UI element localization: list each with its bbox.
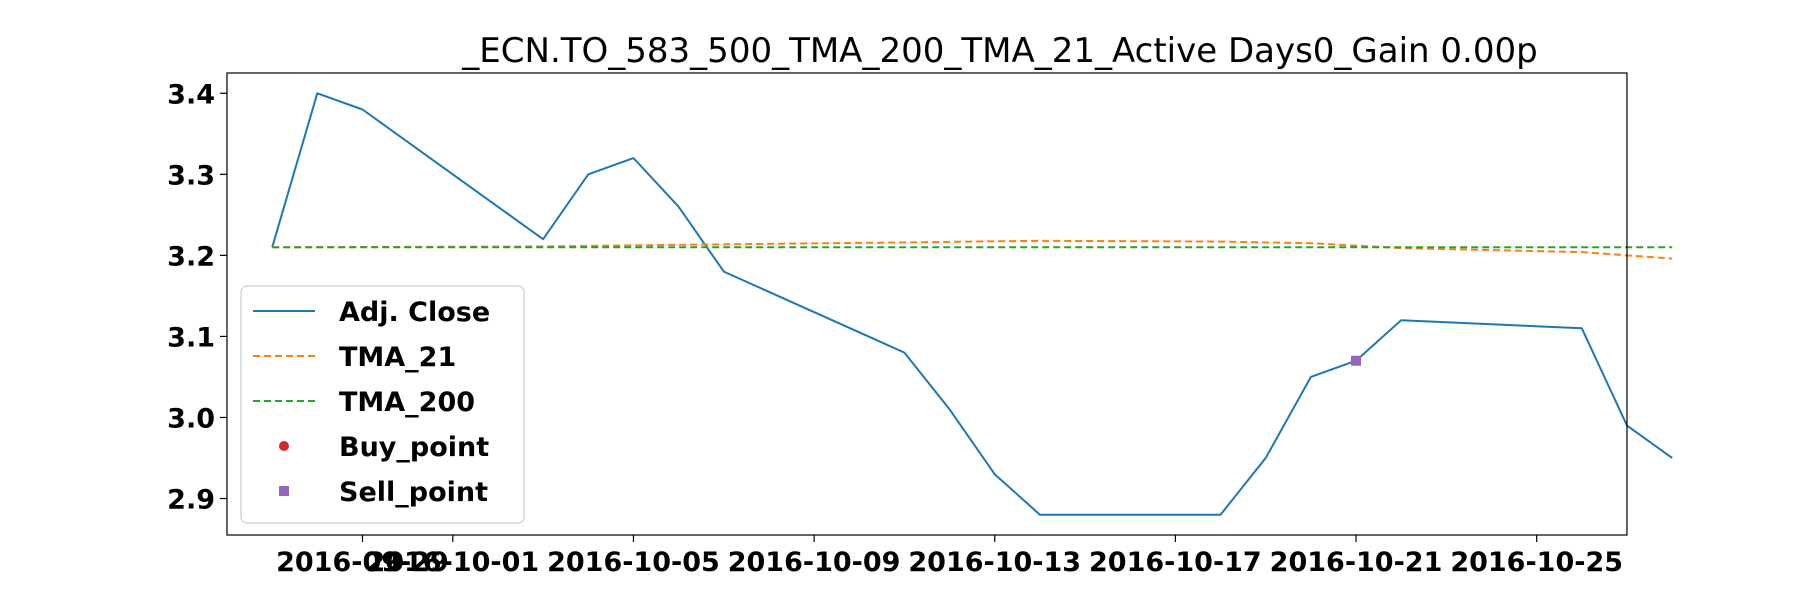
legend-label-4: Sell_point [339, 477, 488, 508]
series-line-0 [271, 92, 1673, 516]
x-tick-label-1: 2016-10-01 [366, 547, 539, 578]
legend-label-3: Buy_point [339, 432, 489, 463]
x-tick-label-2: 2016-10-05 [547, 547, 720, 578]
y-tick-label-4: 3.3 [167, 160, 215, 191]
y-axis: 2.9 3.0 3.1 3.2 3.3 3.4 [167, 79, 227, 516]
y-tick-label-0: 2.9 [167, 485, 215, 516]
legend: Adj. Close TMA_21 TMA_200 Buy_point Sell_poi… [240, 285, 525, 524]
legend-label-0: Adj. Close [339, 297, 490, 328]
x-tick-label-4: 2016-10-13 [908, 547, 1081, 578]
y-tick-label-1: 3.0 [167, 403, 215, 434]
legend-swatch-4 [279, 486, 289, 496]
series-layer [271, 92, 1673, 516]
x-tick-label-6: 2016-10-21 [1270, 547, 1443, 578]
plot-frame [226, 72, 1628, 536]
legend-label-2: TMA_200 [339, 387, 475, 418]
marker-layer [1351, 355, 1362, 366]
x-tick-label-3: 2016-10-09 [728, 547, 901, 578]
y-tick-label-2: 3.1 [167, 322, 215, 353]
x-tick-label-7: 2016-10-25 [1450, 547, 1623, 578]
marker-1-0 [1351, 355, 1362, 366]
legend-swatch-3 [279, 441, 289, 451]
series-line-1 [272, 239, 1673, 260]
chart-title: _ECN.TO_583_500_TMA_200_TMA_21_Active Da… [461, 31, 1537, 71]
x-tick-label-5: 2016-10-17 [1089, 547, 1262, 578]
legend-label-1: TMA_21 [339, 342, 456, 373]
y-tick-label-3: 3.2 [167, 241, 215, 272]
x-tick-label-0: 2016-09-29 [276, 547, 449, 578]
y-tick-label-5: 3.4 [167, 79, 215, 110]
legend-box [240, 285, 525, 524]
